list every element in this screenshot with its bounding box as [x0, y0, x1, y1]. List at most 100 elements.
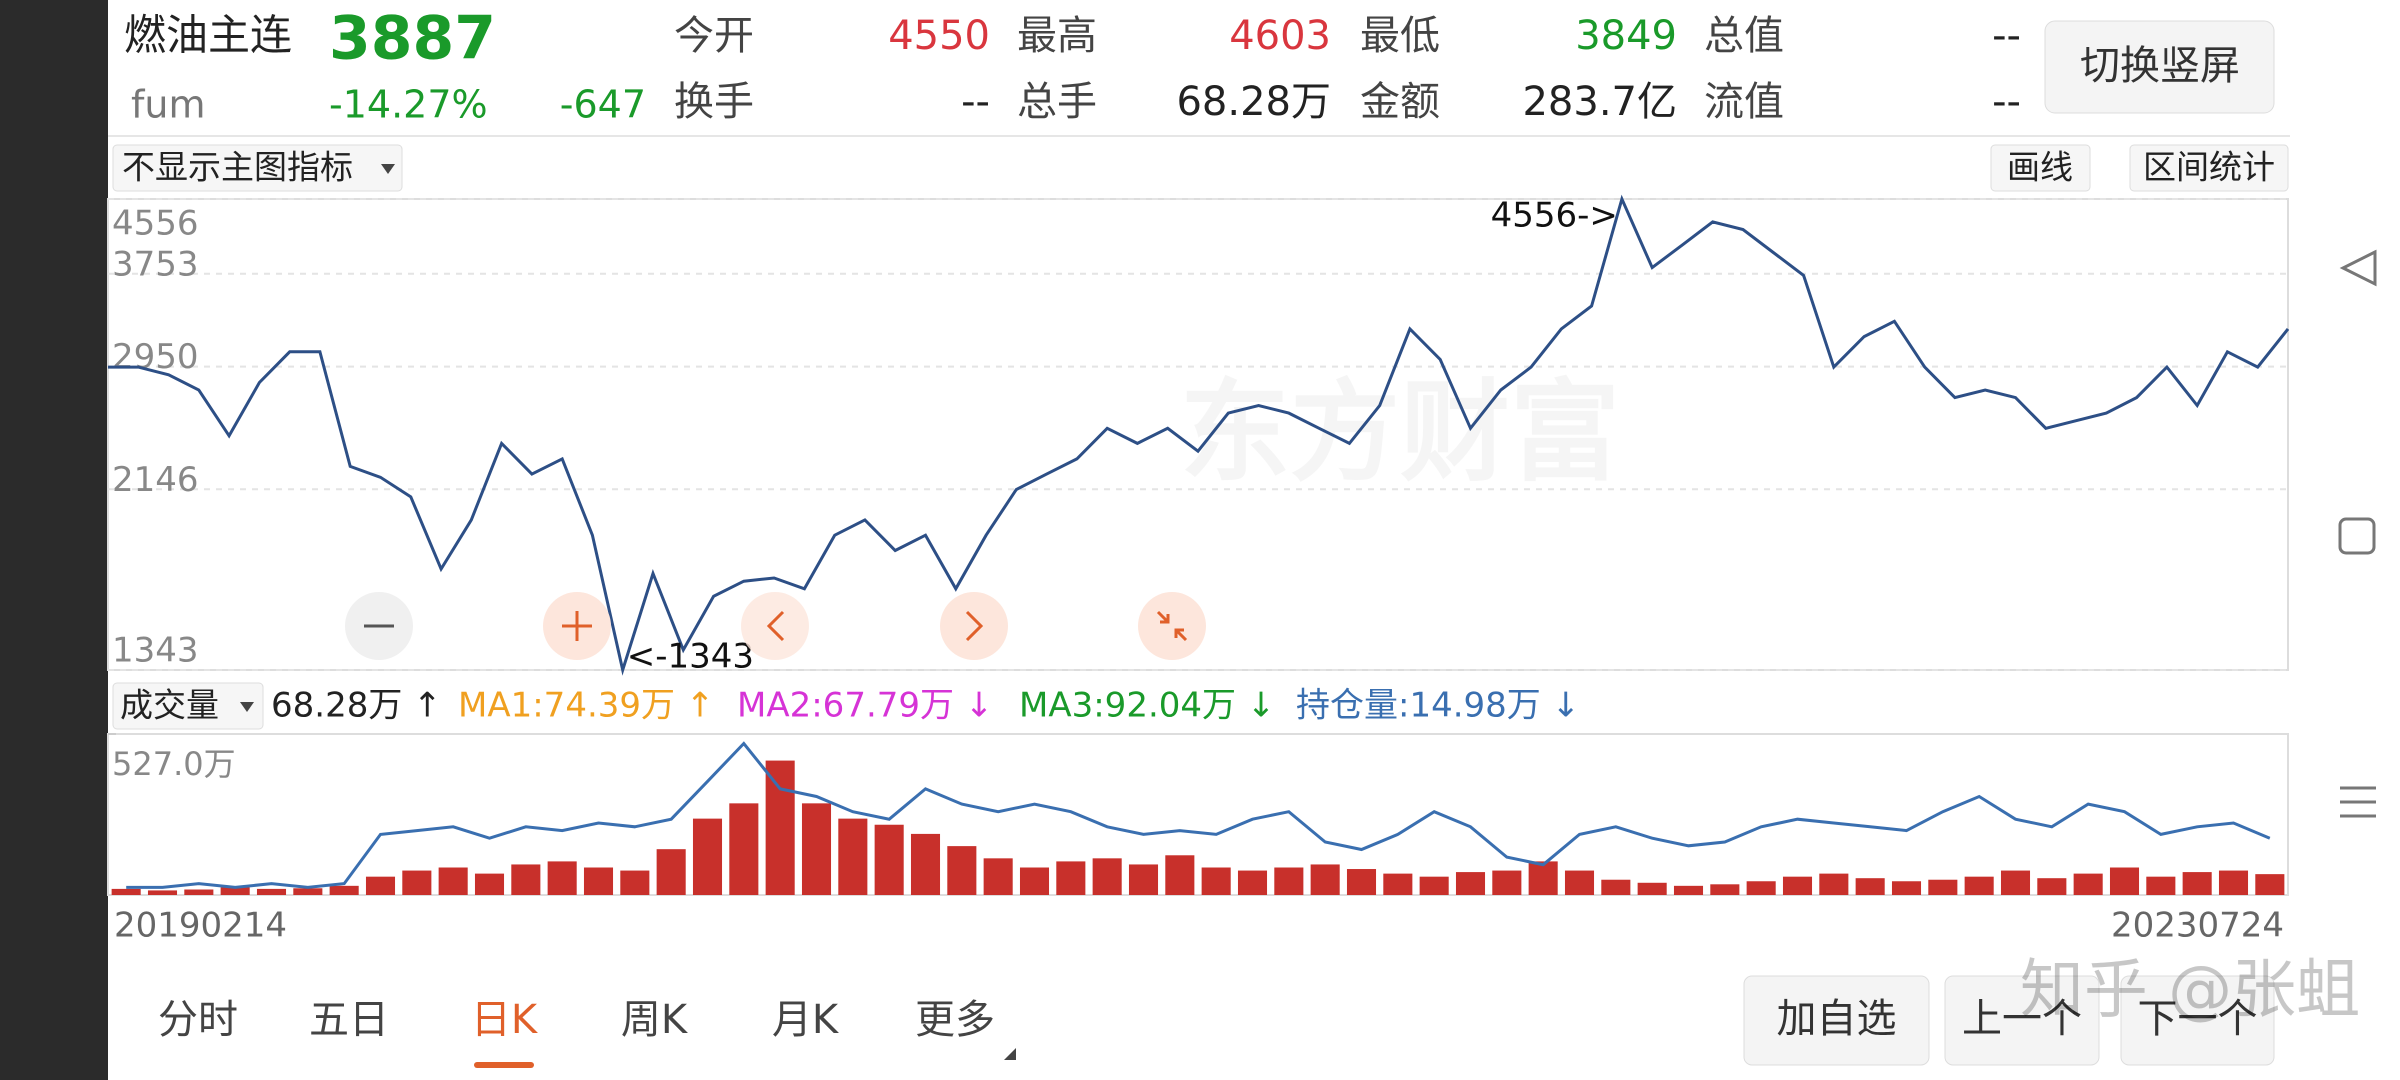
orientation-button[interactable] [2044, 20, 2275, 114]
volume-bar [620, 870, 650, 895]
volume-bar [1564, 870, 1595, 895]
zoom-in-icon [562, 611, 592, 641]
volume-bar [874, 824, 904, 895]
volume-bar [1891, 881, 1922, 895]
volume-bar [1274, 867, 1304, 895]
recents-key[interactable] [2340, 786, 2376, 818]
field-value: -- [1992, 79, 2021, 125]
volume-frame [107, 733, 2289, 896]
volume-bar [1237, 870, 1268, 895]
field-label: 流值 [1704, 79, 1784, 125]
volume-bar [1601, 879, 1631, 895]
volume-bar [910, 833, 941, 895]
volume-bar [1455, 872, 1486, 895]
nav-button[interactable] [1743, 975, 1930, 1066]
period-tab[interactable]: 五日 [309, 997, 389, 1043]
period-tab[interactable]: 更多 [915, 997, 995, 1043]
y-tick-label: 4556 [112, 204, 199, 244]
indicator-select[interactable] [112, 144, 403, 192]
volume-bar [474, 873, 505, 895]
y-tick-label: 1343 [112, 631, 199, 671]
watermark: 知乎 @张蛆 [2020, 954, 2360, 1028]
field-label: 总手 [1017, 79, 1097, 125]
nav-button[interactable] [2120, 975, 2275, 1066]
draw-button-label[interactable]: 画线 [2007, 148, 2073, 187]
last-price: 3887 [329, 4, 496, 74]
volume-bar [765, 760, 795, 895]
period-tab[interactable]: 月K [772, 997, 840, 1043]
volume-bar [147, 890, 178, 895]
open-interest-line [126, 741, 2271, 889]
volume-bar [1092, 858, 1122, 895]
period-tabs: 分时 五日 日K 周K 月K 更多 [158, 997, 1016, 1068]
volume-bar [656, 849, 686, 895]
field-label: 最高 [1017, 13, 1097, 59]
min-annotation: <-1343 [627, 637, 754, 677]
legend-entry: 持仓量:14.98万 ↓ [1296, 686, 1580, 726]
left-button[interactable] [741, 592, 809, 660]
nav-button-label[interactable]: 上一个 [1962, 996, 2082, 1042]
volume-bar [111, 888, 141, 895]
volume-bar [256, 888, 287, 895]
nav-button-label[interactable]: 下一个 [2138, 996, 2258, 1042]
legend-entry: MA3:92.04万 ↓ [1019, 686, 1275, 726]
field-label: 换手 [674, 79, 754, 125]
contract-code: fum [131, 83, 205, 127]
draw-button[interactable] [1990, 144, 2091, 192]
x-tick-label: 20230724 [2111, 906, 2284, 946]
volume-bar [184, 889, 214, 895]
field-label: 今开 [674, 13, 754, 59]
chart-controls [345, 592, 1206, 660]
dropdown-arrow [240, 702, 254, 712]
volume-bar [402, 870, 432, 895]
home-key[interactable] [2338, 517, 2376, 555]
legend-entry: MA1:74.39万 ↑ [458, 686, 714, 726]
field-value: 4603 [1229, 13, 1331, 59]
period-tab[interactable]: 日K [471, 997, 539, 1043]
volume-bar [365, 876, 396, 895]
nav-button-label[interactable]: 加自选 [1777, 996, 1897, 1042]
volume-bar [1819, 873, 1849, 895]
volume-bar [2000, 870, 2031, 895]
volume-bar [2037, 878, 2067, 895]
volume-bar [2218, 870, 2249, 895]
indicator-select-label[interactable]: 不显示主图指标 [122, 148, 353, 187]
volume-bar [838, 818, 868, 895]
volume-bar [547, 861, 577, 895]
orientation-button-label[interactable]: 切换竖屏 [2080, 43, 2240, 89]
volume-bar [1782, 876, 1813, 895]
back-key[interactable] [2339, 249, 2377, 287]
volume-bar [1419, 876, 1449, 895]
reset-icon [1156, 610, 1188, 642]
contract-name: 燃油主连 [124, 11, 292, 60]
nav-buttons: 加自选 上一个 下一个 [1743, 975, 2275, 1066]
right-button[interactable] [940, 592, 1008, 660]
volume-bar [2073, 873, 2103, 895]
volume-bar [801, 803, 832, 895]
volume-bar [1528, 861, 1558, 895]
volume-bar [1383, 873, 1413, 895]
period-tab[interactable]: 分时 [158, 997, 238, 1043]
max-annotation: 4556-> [1491, 196, 1618, 236]
volume-indicator-select[interactable] [112, 682, 264, 730]
field-value: -- [961, 79, 990, 125]
right-icon [965, 610, 984, 642]
change-percent: -14.27% [329, 83, 488, 127]
field-label: 最低 [1360, 13, 1440, 59]
field-value: 4550 [888, 13, 990, 59]
volume-bar [1855, 878, 1885, 895]
volume-bar [583, 867, 614, 895]
nav-button[interactable] [1944, 975, 2100, 1066]
volume-bar [220, 887, 250, 895]
change: -647 [560, 83, 646, 127]
quote-fields: 今开 4550 最高 4603 最低 3849 总值 -- 换手 -- 总手 68.28万 金额 283.… [674, 13, 2021, 125]
stats-button[interactable] [2129, 144, 2289, 192]
active-tab-underline [474, 1062, 534, 1068]
period-tab[interactable]: 周K [621, 997, 689, 1043]
reset-button[interactable] [1138, 592, 1206, 660]
stats-button-label[interactable]: 区间统计 [2143, 148, 2275, 187]
price-line [108, 194, 2290, 676]
volume-indicator-label[interactable]: 成交量 [120, 686, 219, 725]
